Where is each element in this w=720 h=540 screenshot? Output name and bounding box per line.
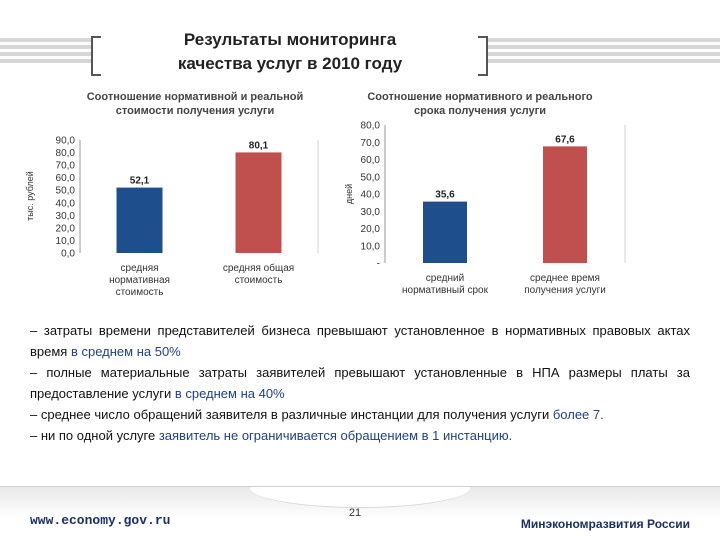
y-axis-label: тыс. рублей	[25, 171, 35, 221]
y-tick-label: 0,0	[61, 249, 75, 260]
header-stripes-left	[0, 38, 92, 64]
y-tick-label: 50,0	[361, 172, 381, 183]
finding-highlight: в среднем на 50%	[70, 344, 181, 359]
footer-bar	[0, 486, 720, 540]
finding-text: – затраты времени представителей бизнеса…	[30, 323, 690, 359]
finding-item: – ни по одной услуге заявитель не ограни…	[30, 425, 690, 446]
category-label: среднее время	[530, 273, 600, 284]
chart-cost: Соотношение нормативной и реальной стоимо…	[25, 91, 319, 298]
chart-title-line: Соотношение нормативной и реальной	[87, 91, 304, 103]
bar-value-label: 67,6	[555, 134, 575, 145]
category-label: средняя общая	[223, 262, 294, 274]
y-tick-label: 40,0	[56, 198, 76, 209]
bar-value-label: 35,6	[435, 190, 455, 201]
category-label: нормативный срок	[402, 285, 489, 296]
finding-item: – затраты времени представителей бизнеса…	[30, 320, 690, 362]
y-tick-label: 70,0	[56, 161, 76, 172]
finding-text: – полные материальные затраты заявителей…	[30, 365, 690, 401]
bar	[423, 201, 467, 263]
category-label: получения услуги	[524, 285, 606, 296]
findings-list: – затраты времени представителей бизнеса…	[30, 320, 690, 446]
slide-title-line-2: качества услуг в 2010 году	[177, 54, 403, 73]
chart-time: Соотношение нормативного и реального срок…	[344, 91, 626, 296]
y-axis-label: дней	[344, 184, 354, 204]
chart-title-line: Соотношение нормативного и реального	[367, 91, 593, 103]
footer-organization: Минэкономразвития России	[520, 517, 690, 531]
bar	[543, 146, 587, 263]
y-tick-label: 60,0	[361, 155, 381, 166]
footer-url-link[interactable]: www.economy.gov.ru	[30, 513, 171, 528]
y-tick-label: -	[377, 259, 380, 270]
bar-value-label: 52,1	[130, 176, 150, 187]
finding-highlight: в среднем на 40%	[174, 386, 285, 401]
category-label: средняя	[120, 263, 158, 274]
bar-value-label: 80,1	[249, 140, 269, 151]
title-bracket-left	[91, 36, 101, 76]
finding-text: – среднее число обращений заявителя в ра…	[30, 407, 553, 422]
y-tick-label: 60,0	[56, 173, 76, 184]
bar	[235, 152, 282, 253]
chart-title-line: срока получения услуги	[414, 105, 546, 117]
header-stripes-right	[488, 38, 720, 64]
y-tick-label: 70,0	[361, 138, 381, 149]
y-tick-label: 30,0	[361, 207, 381, 218]
y-tick-label: 50,0	[56, 186, 76, 197]
y-tick-label: 20,0	[361, 224, 381, 235]
slide-title: Результаты мониторинга качества услуг в …	[105, 28, 475, 76]
y-tick-label: 80,0	[361, 121, 381, 132]
y-tick-label: 30,0	[56, 211, 76, 222]
finding-item: – среднее число обращений заявителя в ра…	[30, 404, 690, 425]
y-tick-label: 10,0	[361, 241, 381, 252]
finding-highlight: заявитель не ограничивается обращением в…	[158, 428, 513, 443]
title-bracket-right	[478, 36, 488, 76]
finding-highlight: более 7.	[552, 407, 604, 422]
chart-title-line: стоимости получения услуги	[116, 105, 274, 117]
finding-item: – полные материальные затраты заявителей…	[30, 362, 690, 404]
y-tick-label: 20,0	[56, 223, 76, 234]
category-label: стоимость	[116, 287, 164, 298]
category-label: средний	[426, 273, 464, 284]
finding-text: – ни по одной услуге	[30, 428, 159, 443]
category-label: нормативная	[109, 275, 170, 286]
category-label: стоимость	[235, 275, 283, 286]
y-tick-label: 90,0	[56, 136, 76, 147]
page-number: 21	[348, 507, 362, 519]
y-tick-label: 10,0	[56, 236, 76, 247]
y-tick-label: 80,0	[56, 148, 76, 159]
y-tick-label: 40,0	[361, 190, 381, 201]
bar	[116, 187, 163, 253]
slide-title-line-1: Результаты мониторинга	[183, 30, 397, 49]
